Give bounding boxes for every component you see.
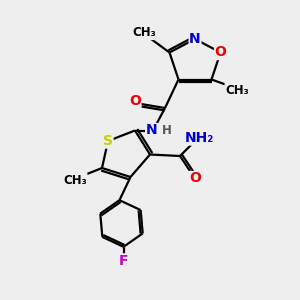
Text: O: O: [214, 46, 226, 59]
Text: CH₃: CH₃: [63, 173, 87, 187]
Text: F: F: [119, 254, 128, 268]
Text: H: H: [162, 124, 171, 137]
Text: O: O: [129, 94, 141, 107]
Text: O: O: [189, 172, 201, 185]
Text: CH₃: CH₃: [132, 26, 156, 40]
Text: S: S: [103, 134, 113, 148]
Text: NH₂: NH₂: [185, 131, 214, 145]
Text: N: N: [189, 32, 201, 46]
Text: CH₃: CH₃: [225, 83, 249, 97]
Text: N: N: [146, 124, 157, 137]
